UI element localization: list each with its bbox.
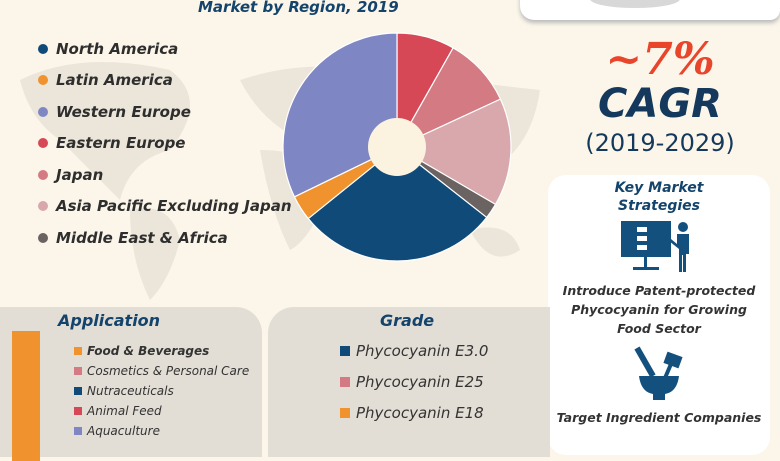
legend-label: Asia Pacific Excluding Japan bbox=[56, 197, 292, 216]
legend-label: Eastern Europe bbox=[56, 134, 186, 153]
pie-slice-asia-pacific-excluding-japan bbox=[395, 98, 512, 206]
legend-item: Latin America bbox=[38, 65, 292, 97]
grade-item: Phycocyanin E25 bbox=[340, 366, 488, 397]
strategy-2: Target Ingredient Companies bbox=[556, 410, 762, 425]
application-item: Aquaculture bbox=[74, 421, 249, 441]
grade-label: Phycocyanin E3.0 bbox=[356, 341, 489, 360]
application-label: Food & Beverages bbox=[87, 344, 210, 358]
product-image bbox=[520, 0, 780, 20]
application-label: Aquaculture bbox=[87, 424, 160, 438]
application-label: Cosmetics & Personal Care bbox=[87, 364, 250, 378]
application-item: Cosmetics & Personal Care bbox=[74, 361, 249, 381]
pie-chart bbox=[282, 32, 512, 262]
grade-swatch bbox=[340, 407, 350, 418]
strategy-1: Introduce Patent-protected Phycocyanin f… bbox=[562, 283, 756, 336]
strategies-title-2: Strategies bbox=[618, 198, 700, 214]
application-panel: Application Food & Beverages Cosmetics & … bbox=[0, 307, 262, 461]
application-item: Animal Feed bbox=[74, 401, 249, 421]
application-swatch bbox=[74, 347, 82, 355]
legend-item: Middle East & Africa bbox=[38, 222, 292, 254]
application-label: Nutraceuticals bbox=[87, 384, 174, 398]
strategies-card: Key Market Strategies Introduce Patent-pr… bbox=[548, 175, 770, 455]
legend-label: Latin America bbox=[56, 71, 173, 90]
pie-hole bbox=[368, 118, 426, 176]
legend-item: North America bbox=[38, 33, 292, 65]
grade-item: Phycocyanin E3.0 bbox=[340, 335, 488, 366]
cagr-block: ~7% CAGR (2019-2029) bbox=[560, 38, 760, 160]
application-bar bbox=[12, 331, 40, 461]
grade-swatch bbox=[340, 345, 350, 356]
mortar-pestle-icon bbox=[634, 346, 683, 400]
legend-swatch bbox=[38, 138, 48, 149]
grade-label: Phycocyanin E18 bbox=[356, 403, 484, 422]
strategies-title: Key Market bbox=[614, 180, 704, 196]
cagr-value: ~7% bbox=[605, 34, 715, 85]
grade-item: Phycocyanin E18 bbox=[340, 397, 488, 428]
legend-label: Western Europe bbox=[56, 102, 191, 121]
cagr-period: (2019-2029) bbox=[585, 129, 735, 157]
application-swatch bbox=[74, 367, 82, 375]
application-title: Application bbox=[58, 311, 161, 330]
grade-swatch bbox=[340, 376, 350, 387]
legend-item: Asia Pacific Excluding Japan bbox=[38, 191, 292, 223]
grade-title: Grade bbox=[380, 311, 435, 330]
legend-swatch bbox=[38, 201, 48, 212]
grade-label: Phycocyanin E25 bbox=[356, 372, 484, 391]
legend-swatch bbox=[38, 106, 48, 117]
pie-slice-western-europe bbox=[282, 32, 398, 198]
legend-item: Eastern Europe bbox=[38, 128, 292, 160]
grade-panel: Grade Phycocyanin E3.0 Phycocyanin E25 Phy… bbox=[268, 307, 550, 457]
legend-label: North America bbox=[56, 39, 179, 58]
legend-item: Western Europe bbox=[38, 96, 292, 128]
application-item: Food & Beverages bbox=[74, 341, 249, 361]
legend-item: Japan bbox=[38, 159, 292, 191]
presentation-icon bbox=[621, 221, 689, 272]
application-label: Animal Feed bbox=[87, 404, 162, 418]
chart-legend: North America Latin America Western Europe… bbox=[38, 33, 292, 254]
application-swatch bbox=[74, 387, 82, 395]
application-item: Nutraceuticals bbox=[74, 381, 249, 401]
legend-label: Japan bbox=[56, 165, 104, 184]
chart-title: Market by Region, 2019 bbox=[198, 0, 399, 16]
legend-swatch bbox=[38, 232, 48, 243]
application-swatch bbox=[74, 427, 82, 435]
legend-swatch bbox=[38, 75, 48, 86]
legend-swatch bbox=[38, 169, 48, 180]
application-swatch bbox=[74, 407, 82, 415]
cagr-label: CAGR bbox=[598, 81, 722, 127]
legend-label: Middle East & Africa bbox=[56, 228, 228, 247]
legend-swatch bbox=[38, 43, 48, 54]
pie-slice-north-america bbox=[307, 146, 488, 262]
